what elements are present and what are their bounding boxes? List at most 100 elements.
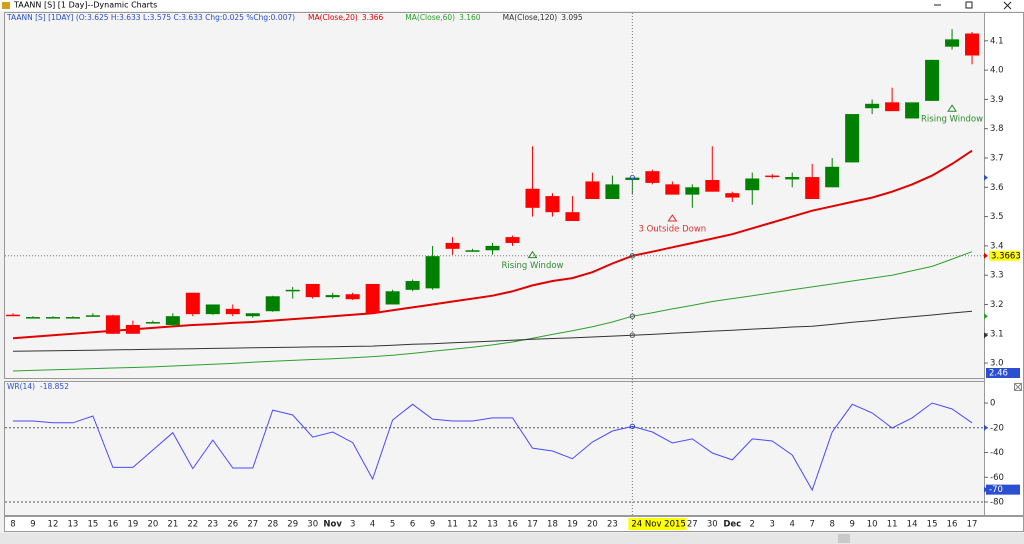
x-tick-label: 11 [447, 520, 458, 530]
candle-body [765, 175, 780, 178]
x-tick-label: 27 [687, 520, 698, 530]
scrollbar-thumb[interactable] [838, 534, 850, 543]
x-tick-label: 9 [430, 520, 435, 530]
scrollbar[interactable] [0, 533, 1024, 544]
x-tick-label: 27 [247, 520, 258, 530]
y-tick-label: -80 [990, 498, 1004, 508]
x-tick-label: 5 [390, 520, 395, 530]
x-tick-label: 8 [10, 520, 15, 530]
x-tick-label: 29 [287, 520, 298, 530]
extra-tag [986, 368, 1020, 378]
x-tick-label: 16 [507, 520, 518, 530]
candle-body [265, 296, 280, 312]
y-tick-label: 3.8 [990, 124, 1004, 134]
x-tick-label: 16 [947, 520, 958, 530]
x-tick-label: 15 [927, 520, 938, 530]
candle-body [585, 181, 600, 200]
candle-body [325, 295, 340, 298]
candle-body [225, 308, 240, 315]
candle-body [165, 316, 180, 325]
indicator-value: -18.852 [40, 382, 69, 391]
x-tick-label: 20 [147, 520, 158, 530]
candle-body [445, 242, 460, 249]
x-tick-label: 17 [967, 520, 978, 530]
y-tick-label: 3.0 [990, 359, 1004, 369]
moving-average-line [12, 310, 973, 352]
y-tick-label: 4.1 [990, 36, 1004, 46]
candle-body [145, 322, 160, 324]
candle-body [565, 212, 580, 221]
candle-body [345, 294, 360, 300]
crosshair-date-label: 24 Nov 2015 [631, 520, 685, 530]
x-tick-label: Dec [723, 520, 741, 530]
indicator-panel [4, 381, 985, 516]
y-tick-label: 3.9 [990, 95, 1004, 105]
legend-value: 3.095 [561, 13, 583, 22]
x-tick-label: 20 [587, 520, 598, 530]
close-marker [984, 174, 988, 181]
legend-value: 3.160 [459, 13, 481, 22]
candle-body [385, 291, 400, 305]
candle-body [665, 184, 680, 195]
x-tick-label: 19 [567, 520, 578, 530]
candle-body [45, 317, 60, 319]
x-tick-label: 9 [30, 520, 35, 530]
x-tick-label: 23 [607, 520, 618, 530]
candle-body [605, 184, 620, 200]
y-tick-label: 3.7 [990, 154, 1004, 164]
y-tick-label: 0 [990, 399, 995, 409]
x-tick-label: 12 [48, 520, 59, 530]
x-tick-label: 9 [849, 520, 854, 530]
candle-body [405, 281, 420, 290]
annotation-marker [947, 104, 957, 112]
level-tag-label: -70 [989, 485, 1003, 495]
y-tick-label: 3.3 [990, 271, 1004, 281]
level-marker [984, 424, 988, 431]
x-tick-label: 22 [187, 520, 198, 530]
x-tick-label: 11 [887, 520, 898, 530]
x-tick-label: 17 [527, 520, 538, 530]
price-marker [984, 252, 988, 259]
x-tick-label: 14 [907, 520, 918, 530]
x-tick-label: 2 [750, 520, 755, 530]
annotation-label: 3 Outside Down [638, 225, 706, 235]
candle-body [725, 193, 740, 198]
annotation-label: Rising Window [921, 115, 983, 125]
x-tick-label: 13 [487, 520, 498, 530]
maximize-button[interactable] [965, 1, 973, 9]
candle-body [885, 102, 900, 112]
candle-body [705, 179, 720, 192]
x-tick-label: 30 [707, 520, 718, 530]
candle-body [925, 59, 940, 101]
x-tick-label: 18 [547, 520, 558, 530]
y-tick-label: 3.5 [990, 212, 1004, 222]
legend-name: MA(Close,20) [308, 13, 358, 22]
close-button[interactable] [1003, 1, 1012, 10]
title-bar [0, 0, 1024, 11]
candle-body [545, 196, 560, 213]
candle-body [205, 304, 220, 315]
candle-body [865, 103, 880, 109]
indicator-name: WR(14) [7, 382, 35, 391]
x-tick-label: 7 [809, 520, 814, 530]
price-tag-label: 3.3663 [991, 251, 1021, 261]
legend-name: MA(Close,60) [405, 13, 455, 22]
candle-body [465, 250, 480, 252]
x-tick-label: 28 [267, 520, 278, 530]
x-tick-label: 8 [829, 520, 834, 530]
candle-body [525, 188, 540, 208]
x-tick-label: 6 [410, 520, 415, 530]
crosshair-date-tag [628, 518, 687, 530]
indicator-line [13, 402, 973, 492]
panel-close-icon[interactable] [1014, 383, 1022, 391]
x-tick-label: 3 [770, 520, 775, 530]
x-tick-label: 15 [88, 520, 99, 530]
chart-title: TAANN [S] [1DAY] (O:3.625 H:3.633 L:3.57… [6, 13, 295, 22]
candle-body [785, 177, 800, 180]
candle-body [185, 292, 200, 315]
y-tick-label: 3.1 [990, 329, 1004, 339]
annotation-marker [667, 214, 678, 222]
x-tick-label: 12 [467, 520, 478, 530]
candle-body [305, 283, 320, 298]
panel-close-box[interactable] [1014, 383, 1022, 391]
